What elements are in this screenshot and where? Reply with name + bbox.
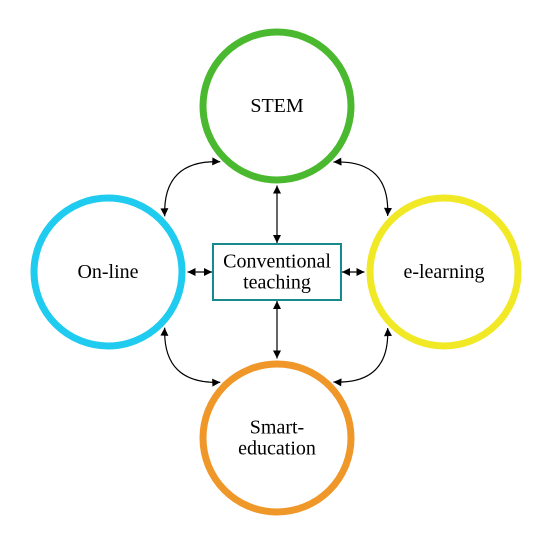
node-label-online: On-line: [77, 261, 138, 283]
node-label-stem: STEM: [250, 95, 304, 117]
node-label-elearn: e-learning: [403, 261, 484, 283]
node-smart: Smart-education: [203, 364, 351, 512]
center-box: Conventionalteaching: [213, 244, 341, 300]
node-stem: STEM: [203, 32, 351, 180]
node-elearn: e-learning: [370, 198, 518, 346]
diagram-container: Conventionalteaching STEM On-line e-learnin…: [0, 0, 553, 542]
node-online: On-line: [34, 198, 182, 346]
node-label-smart: Smart-education: [238, 417, 316, 460]
